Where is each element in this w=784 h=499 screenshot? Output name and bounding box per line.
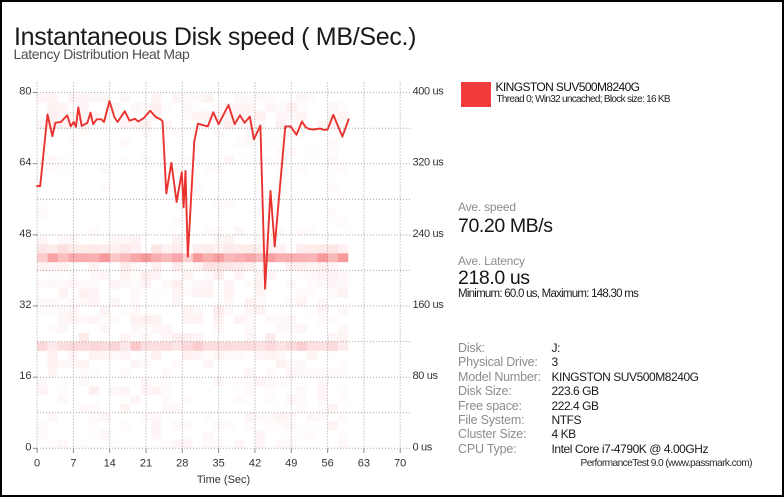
svg-text:240 us: 240 us (413, 228, 445, 240)
svg-text:35: 35 (212, 458, 224, 470)
svg-text:70: 70 (394, 458, 406, 470)
svg-text:400 us: 400 us (413, 86, 445, 98)
svg-text:28: 28 (176, 458, 188, 470)
svg-text:16: 16 (19, 370, 31, 382)
svg-text:63: 63 (358, 458, 370, 470)
svg-text:80: 80 (19, 86, 31, 98)
svg-text:32: 32 (19, 299, 31, 311)
svg-text:42: 42 (249, 458, 261, 470)
svg-text:14: 14 (104, 458, 116, 470)
svg-text:0 us: 0 us (413, 441, 433, 453)
svg-text:21: 21 (140, 458, 152, 470)
svg-text:320 us: 320 us (413, 157, 445, 169)
svg-text:Time (Sec): Time (Sec) (197, 474, 250, 486)
svg-text:80 us: 80 us (413, 370, 439, 382)
svg-text:56: 56 (321, 458, 333, 470)
svg-text:64: 64 (19, 157, 31, 169)
svg-text:7: 7 (70, 458, 76, 470)
svg-text:48: 48 (19, 228, 31, 240)
svg-text:0: 0 (25, 441, 31, 453)
svg-text:160 us: 160 us (413, 299, 445, 311)
svg-text:49: 49 (285, 458, 297, 470)
svg-text:0: 0 (34, 458, 40, 470)
